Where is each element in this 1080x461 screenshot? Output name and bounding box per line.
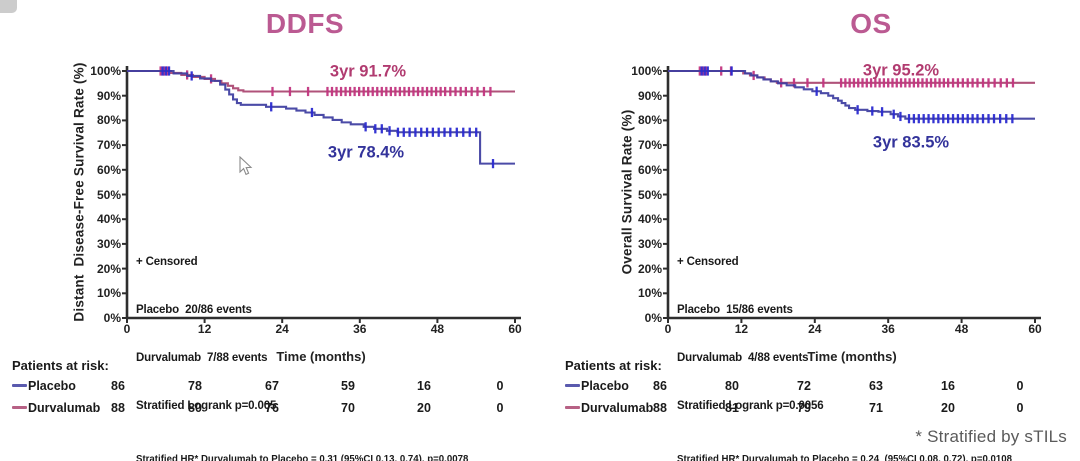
x-tick-label: 24 bbox=[275, 322, 289, 336]
stratification-footnote: * Stratified by sTILs bbox=[915, 427, 1067, 446]
os-stats-block: + Censored Placebo 15/86 events Durvalum… bbox=[677, 222, 1041, 461]
censored-legend: + Censored bbox=[136, 256, 198, 268]
y-tick-label: 80% bbox=[96, 113, 121, 128]
x-tick-label: 24 bbox=[808, 322, 822, 336]
at-risk-count: 72 bbox=[797, 379, 811, 393]
x-tick-label: 60 bbox=[1028, 322, 1042, 336]
hazard-ratio-line: Stratified HR* Durvalumab to Placebo = 0… bbox=[136, 453, 469, 461]
y-tick-label: 30% bbox=[96, 236, 121, 251]
placebo-line-swatch bbox=[565, 384, 580, 387]
y-tick-label: 10% bbox=[96, 286, 121, 301]
ddfs-placebo-3yr-annotation: 3yr 78.4% bbox=[327, 143, 405, 162]
censored-legend: + Censored bbox=[677, 256, 739, 268]
ddfs-risk-row-label-durvalumab: Durvalumab bbox=[28, 401, 101, 415]
chart-title-os: OS bbox=[850, 8, 892, 39]
km-curve-durvalumab bbox=[668, 69, 1035, 84]
durvalumab-events: Durvalumab 4/88 events bbox=[677, 352, 809, 364]
x-tick-label: 0 bbox=[123, 322, 131, 336]
at-risk-count: 70 bbox=[341, 401, 355, 415]
y-tick-label: 70% bbox=[96, 138, 121, 153]
ddfs-patients-at-risk-heading: Patients at risk: bbox=[12, 358, 109, 373]
os-durvalumab-3yr-annotation: 3yr 95.2% bbox=[862, 61, 940, 80]
km-curve-placebo bbox=[127, 69, 515, 165]
y-tick-label: 10% bbox=[637, 286, 662, 301]
ddfs-x-axis-label: Time (months) bbox=[276, 349, 366, 364]
y-tick-label: 0% bbox=[644, 311, 662, 325]
ddfs-risk-row-label-placebo: Placebo bbox=[28, 379, 76, 393]
y-tick-label: 80% bbox=[637, 113, 662, 128]
at-risk-count: 71 bbox=[869, 401, 883, 415]
y-tick-label: 100% bbox=[631, 64, 662, 78]
at-risk-count: 80 bbox=[188, 401, 202, 415]
x-tick-label: 36 bbox=[353, 322, 367, 336]
logrank-pvalue: Stratified Logrank p=0.0056 bbox=[677, 400, 824, 412]
y-tick-label: 60% bbox=[637, 162, 662, 177]
os-patients-at-risk-heading: Patients at risk: bbox=[565, 358, 662, 373]
at-risk-count: 86 bbox=[653, 379, 667, 393]
at-risk-count: 63 bbox=[869, 379, 883, 393]
ddfs-stats-block: + Censored Placebo 20/86 events Durvalum… bbox=[136, 222, 497, 461]
at-risk-count: 88 bbox=[111, 401, 125, 415]
y-tick-label: 70% bbox=[637, 138, 662, 153]
corner-artifact bbox=[0, 0, 17, 13]
y-tick-label: 90% bbox=[96, 88, 121, 103]
y-tick-label: 50% bbox=[637, 187, 662, 202]
y-tick-label: 30% bbox=[637, 236, 662, 251]
at-risk-count: 0 bbox=[496, 379, 504, 393]
durvalumab-line-swatch bbox=[12, 406, 27, 409]
at-risk-count: 59 bbox=[341, 379, 355, 393]
y-tick-label: 20% bbox=[96, 261, 121, 276]
x-tick-label: 48 bbox=[430, 322, 445, 336]
at-risk-count: 79 bbox=[797, 401, 811, 415]
at-risk-count: 78 bbox=[188, 379, 202, 393]
x-tick-label: 0 bbox=[664, 322, 672, 336]
at-risk-count: 20 bbox=[941, 401, 955, 415]
os-risk-row-label-durvalumab: Durvalumab bbox=[581, 401, 654, 415]
y-tick-label: 100% bbox=[90, 64, 121, 78]
ddfs-durvalumab-3yr-annotation: 3yr 91.7% bbox=[329, 62, 407, 81]
y-tick-label: 50% bbox=[96, 187, 121, 202]
cursor-arrow bbox=[239, 156, 253, 176]
mouse-cursor bbox=[239, 156, 253, 176]
at-risk-count: 80 bbox=[725, 379, 739, 393]
durvalumab-events: Durvalumab 7/88 events bbox=[136, 352, 268, 364]
at-risk-count: 67 bbox=[265, 379, 279, 393]
y-tick-label: 0% bbox=[103, 311, 121, 325]
at-risk-count: 0 bbox=[496, 401, 504, 415]
km-curve-placebo bbox=[668, 69, 1035, 120]
y-tick-label: 40% bbox=[637, 212, 662, 227]
at-risk-count: 88 bbox=[653, 401, 667, 415]
durvalumab-line-swatch bbox=[565, 406, 580, 409]
at-risk-count: 76 bbox=[265, 401, 279, 415]
x-tick-label: 48 bbox=[954, 322, 969, 336]
at-risk-count: 16 bbox=[941, 379, 955, 393]
os-x-axis-label: Time (months) bbox=[807, 349, 897, 364]
placebo-events: Placebo 20/86 events bbox=[136, 304, 252, 316]
at-risk-count: 0 bbox=[1016, 401, 1024, 415]
os-risk-row-label-placebo: Placebo bbox=[581, 379, 629, 393]
os-placebo-3yr-annotation: 3yr 83.5% bbox=[872, 133, 950, 152]
chart-title-ddfs: DDFS bbox=[265, 8, 345, 39]
x-tick-label: 36 bbox=[881, 322, 895, 336]
at-risk-count: 20 bbox=[417, 401, 431, 415]
x-tick-label: 12 bbox=[734, 322, 749, 336]
at-risk-count: 16 bbox=[417, 379, 431, 393]
x-tick-label: 12 bbox=[197, 322, 212, 336]
logrank-pvalue: Stratified Logrank p=0.005 bbox=[136, 400, 277, 412]
placebo-events: Placebo 15/86 events bbox=[677, 304, 793, 316]
y-tick-label: 40% bbox=[96, 212, 121, 227]
at-risk-count: 0 bbox=[1016, 379, 1024, 393]
y-tick-label: 60% bbox=[96, 162, 121, 177]
x-tick-label: 60 bbox=[508, 322, 522, 336]
placebo-line-swatch bbox=[12, 384, 27, 387]
y-tick-label: 20% bbox=[637, 261, 662, 276]
at-risk-count: 81 bbox=[725, 401, 739, 415]
y-tick-label: 90% bbox=[637, 88, 662, 103]
hazard-ratio-line: Stratified HR* Durvalumab to Placebo = 0… bbox=[677, 453, 1013, 461]
at-risk-count: 86 bbox=[111, 379, 125, 393]
